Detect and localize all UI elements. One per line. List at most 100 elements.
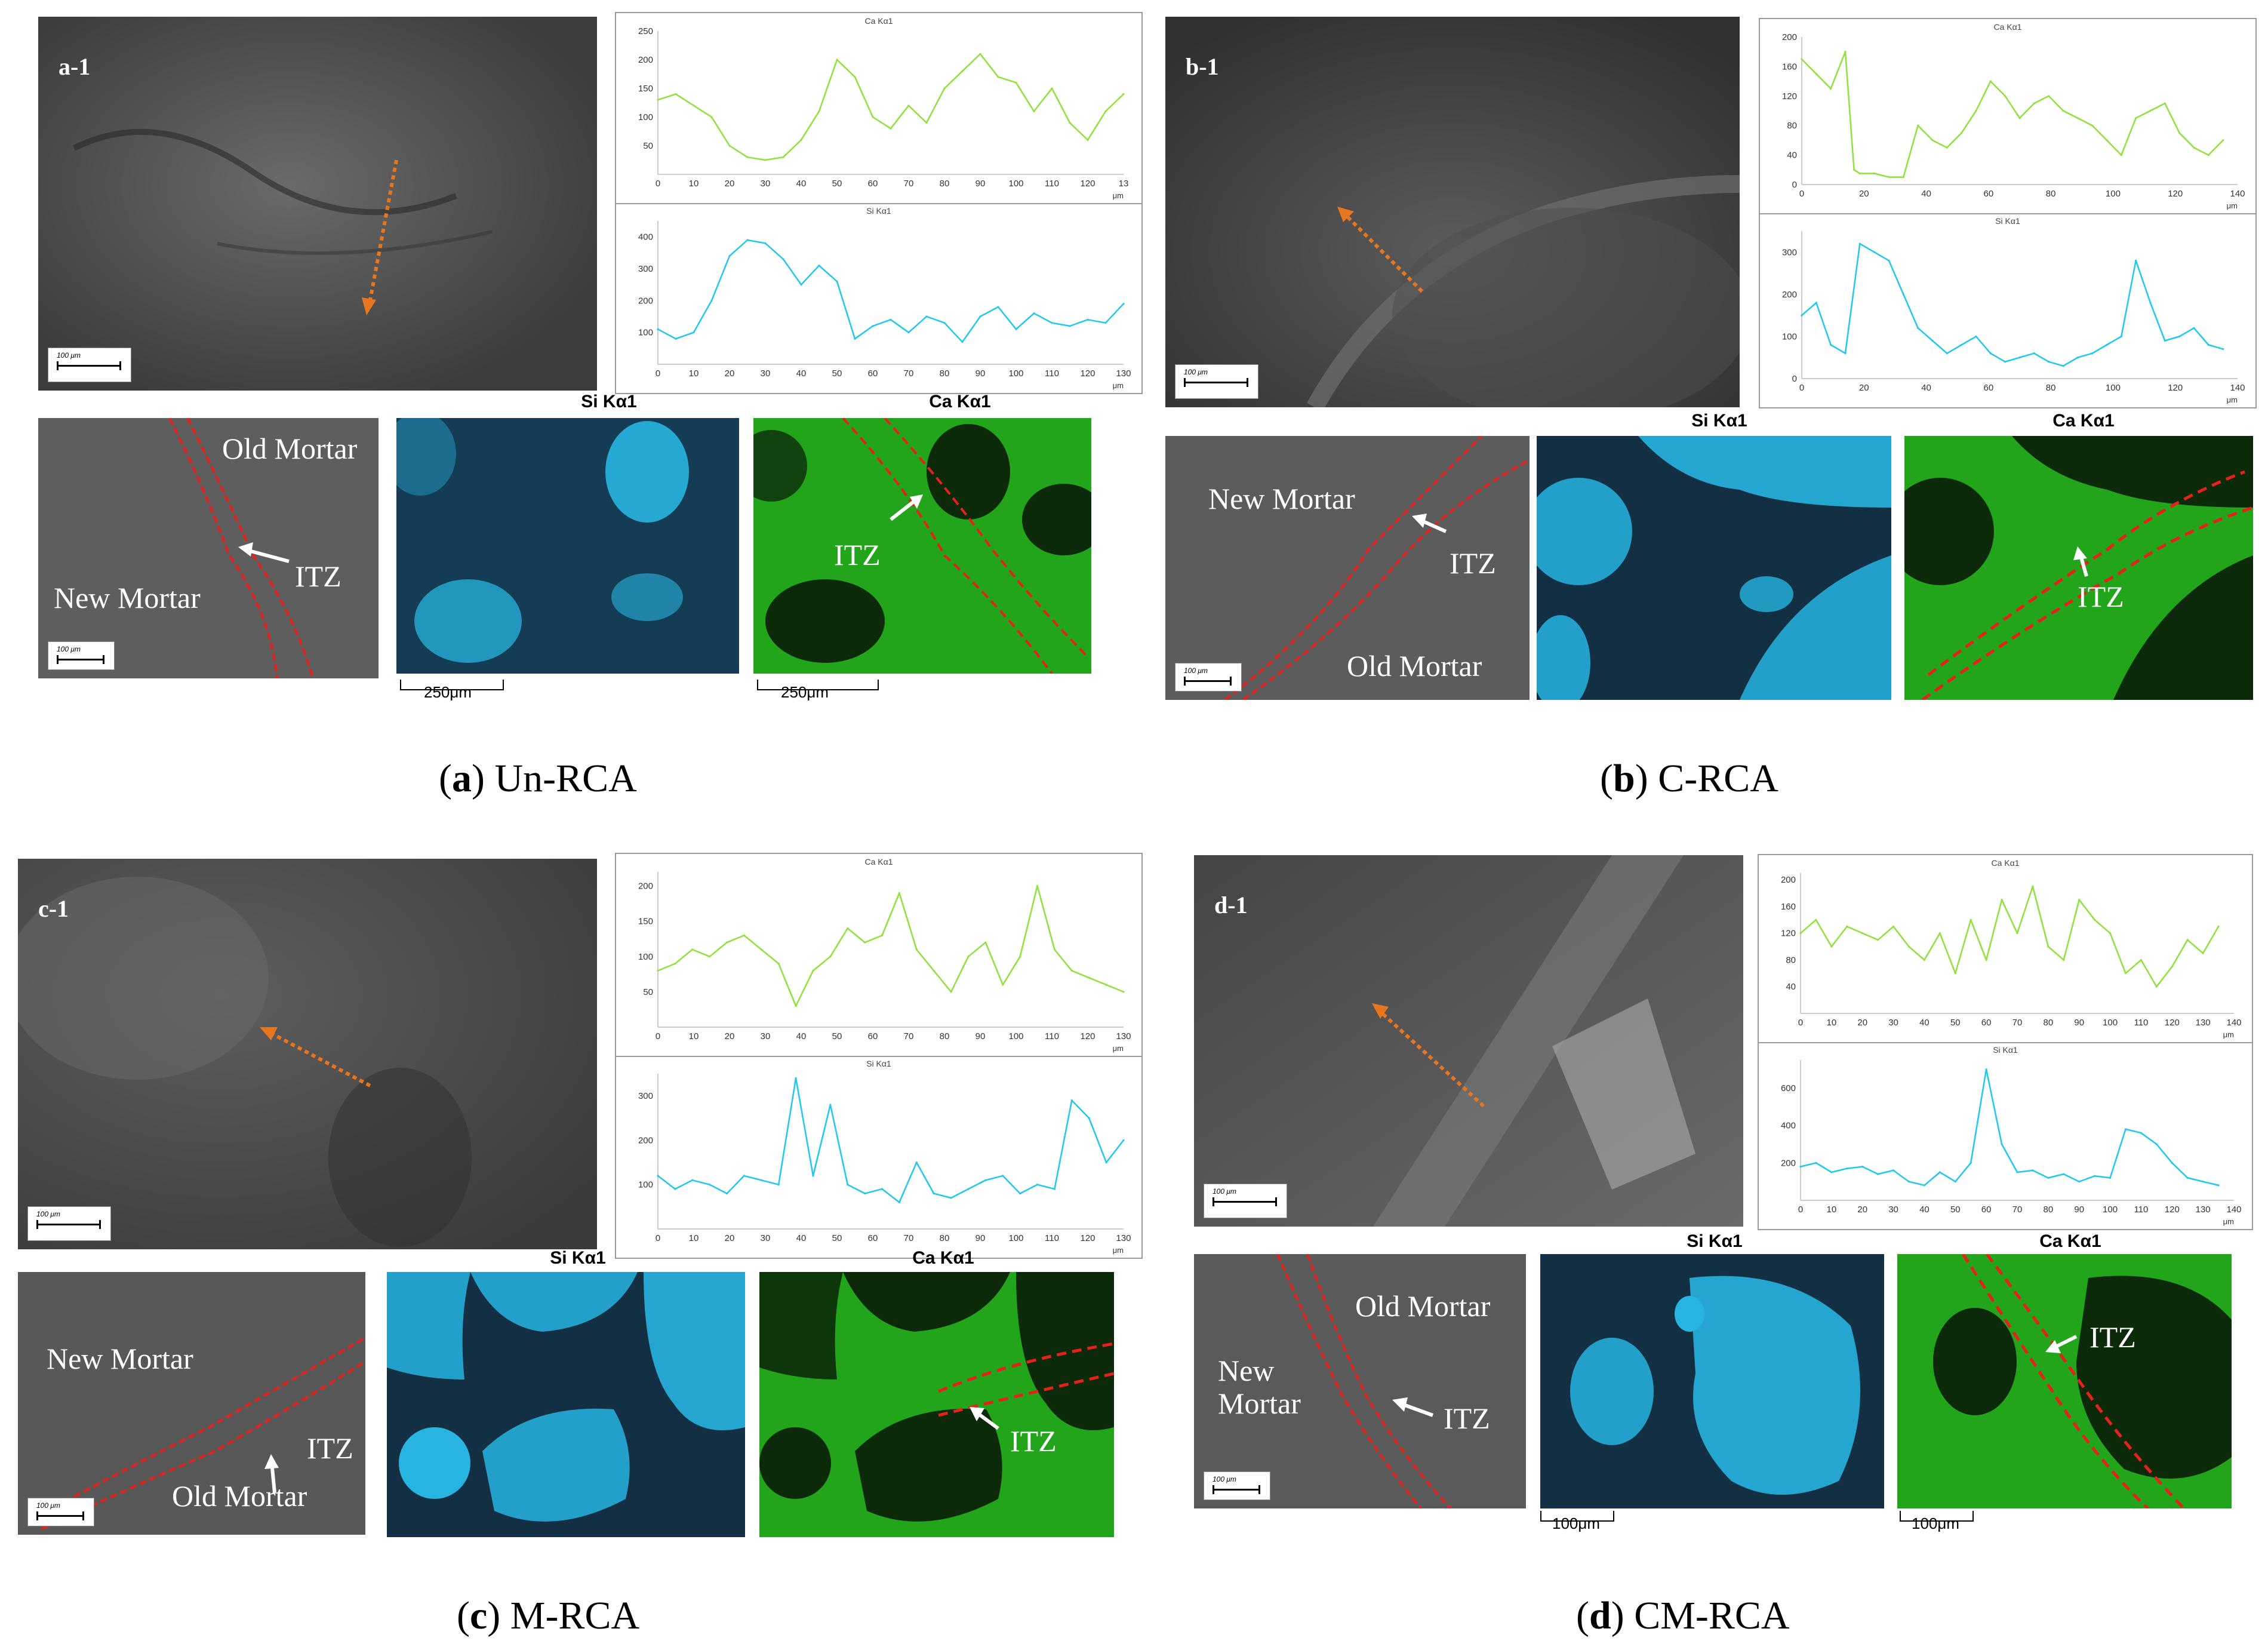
data-point <box>1985 1068 1987 1071</box>
itz-map-label-c: ITZ <box>1010 1424 1057 1458</box>
y-tick-label: 0 <box>1792 180 1797 190</box>
x-tick-label: 130 <box>1116 368 1131 379</box>
data-point <box>2155 985 2158 988</box>
y-tick-label: 250 <box>638 26 653 36</box>
x-tick-label: 70 <box>904 1233 914 1243</box>
data-point <box>881 934 884 936</box>
data-point <box>1846 1167 1848 1170</box>
x-tick-label: 110 <box>2134 1205 2148 1215</box>
y-tick-label: 150 <box>638 917 653 927</box>
data-point <box>1946 352 1948 355</box>
data-point <box>1985 958 1987 961</box>
x-tick-label: 100 <box>2103 1205 2118 1215</box>
data-point <box>2001 1143 2003 1145</box>
data-point <box>728 255 731 257</box>
x-tick-label: 110 <box>1045 368 1059 379</box>
bse-image-d: Old Mortar New Mortar ITZ 100 μm <box>1194 1254 1526 1508</box>
data-point <box>881 1188 884 1190</box>
data-point <box>1069 122 1071 124</box>
x-unit-label: μm <box>1113 1246 1124 1255</box>
data-point <box>728 145 731 147</box>
x-tick-label: 0 <box>1799 189 1804 199</box>
x-tick-label: 120 <box>1080 368 1095 379</box>
data-point <box>1938 932 1941 935</box>
y-tick-label: 100 <box>638 952 653 962</box>
y-tick-label: 300 <box>638 1091 653 1101</box>
data-point <box>1088 976 1090 979</box>
x-tick-label: 90 <box>975 368 986 379</box>
si-map-title-c: Si Kα1 <box>550 1248 606 1268</box>
data-point <box>836 280 838 282</box>
data-point <box>984 1179 987 1181</box>
data-point <box>1801 58 1803 60</box>
data-point <box>691 948 694 951</box>
data-point <box>709 955 711 958</box>
data-point <box>1907 945 1910 948</box>
data-point <box>847 927 849 930</box>
x-tick-label: 120 <box>1080 1233 1095 1243</box>
x-unit-label: μm <box>1113 1044 1124 1053</box>
si-map-title-a: Si Kα1 <box>581 392 637 411</box>
x-tick-label: 80 <box>940 1233 950 1243</box>
panel-tag-d: d-1 <box>1214 892 1248 918</box>
y-tick-label: 120 <box>1781 929 1796 939</box>
data-point <box>1989 80 1992 82</box>
data-point <box>2076 117 2079 119</box>
x-tick-label: 70 <box>904 179 914 189</box>
data-point <box>657 969 659 972</box>
y-tick-label: 600 <box>1781 1083 1796 1093</box>
data-point <box>1858 172 1861 175</box>
sem-scale-bar-c: 100 μm <box>27 1206 111 1241</box>
data-point <box>2207 343 2209 346</box>
linescan-chart-c: Ca Kα1 50 100 150 200 0 10 20 30 40 50 60 70 80 90 100 1… <box>615 853 1143 1259</box>
linescan-chart-a: Ca Kα1 50 100 150 200 250 0 10 20 30 40 50 60 70 80 90 1… <box>615 12 1143 394</box>
data-point <box>2222 139 2224 142</box>
data-point <box>710 116 713 118</box>
y-tick-label: 120 <box>1782 91 1797 102</box>
data-point <box>2124 972 2127 975</box>
data-point <box>782 258 784 260</box>
data-point <box>1051 322 1053 324</box>
data-point <box>2178 335 2181 338</box>
x-tick-label: 120 <box>2165 1018 2180 1028</box>
ca-linescan-c: Ca Kα1 50 100 150 200 0 10 20 30 40 50 60 70 80 90 100 1… <box>616 857 1141 1057</box>
x-tick-label: 140 <box>2226 1018 2241 1028</box>
data-point <box>1019 1192 1021 1195</box>
data-point <box>1070 1099 1073 1102</box>
data-point <box>1087 139 1089 141</box>
data-point <box>760 1179 762 1181</box>
x-tick-label: 100 <box>2106 383 2121 393</box>
x-tick-label: 30 <box>761 1031 771 1041</box>
data-point <box>709 1184 711 1186</box>
data-point <box>1105 984 1107 986</box>
data-point <box>2120 154 2122 156</box>
data-point <box>746 239 749 241</box>
series-line <box>1801 51 2224 178</box>
data-point <box>2062 365 2064 367</box>
y-tick-label: 100 <box>638 112 653 122</box>
x-tick-label: 100 <box>2106 189 2121 199</box>
line-scan-arrow-a <box>368 159 398 304</box>
data-point <box>1815 918 1817 921</box>
data-point <box>2016 932 2018 935</box>
x-tick-label: 0 <box>656 368 660 379</box>
sem-scale-bar-b: 100 μm <box>1175 364 1258 399</box>
ca-map-b: ITZ <box>1904 436 2253 700</box>
data-point <box>854 76 856 78</box>
data-point <box>2178 131 2181 134</box>
data-point <box>2186 1176 2189 1179</box>
data-point <box>795 1077 797 1080</box>
x-tick-label: 0 <box>1798 1018 1803 1028</box>
old-mortar-label-d: Old Mortar <box>1355 1289 1491 1323</box>
data-point <box>1917 327 1919 329</box>
x-tick-label: 70 <box>2012 1018 2023 1028</box>
x-tick-label: 90 <box>2074 1018 2084 1028</box>
x-tick-label: 140 <box>2230 383 2245 393</box>
data-point <box>1923 958 1926 961</box>
y-tick-label: 160 <box>1782 62 1797 72</box>
y-tick-label: 150 <box>638 84 653 94</box>
x-tick-label: 140 <box>2230 189 2245 199</box>
data-point <box>961 341 964 343</box>
sem-image-b: b-1 100 μm <box>1165 17 1740 407</box>
si-map-a <box>396 418 739 674</box>
